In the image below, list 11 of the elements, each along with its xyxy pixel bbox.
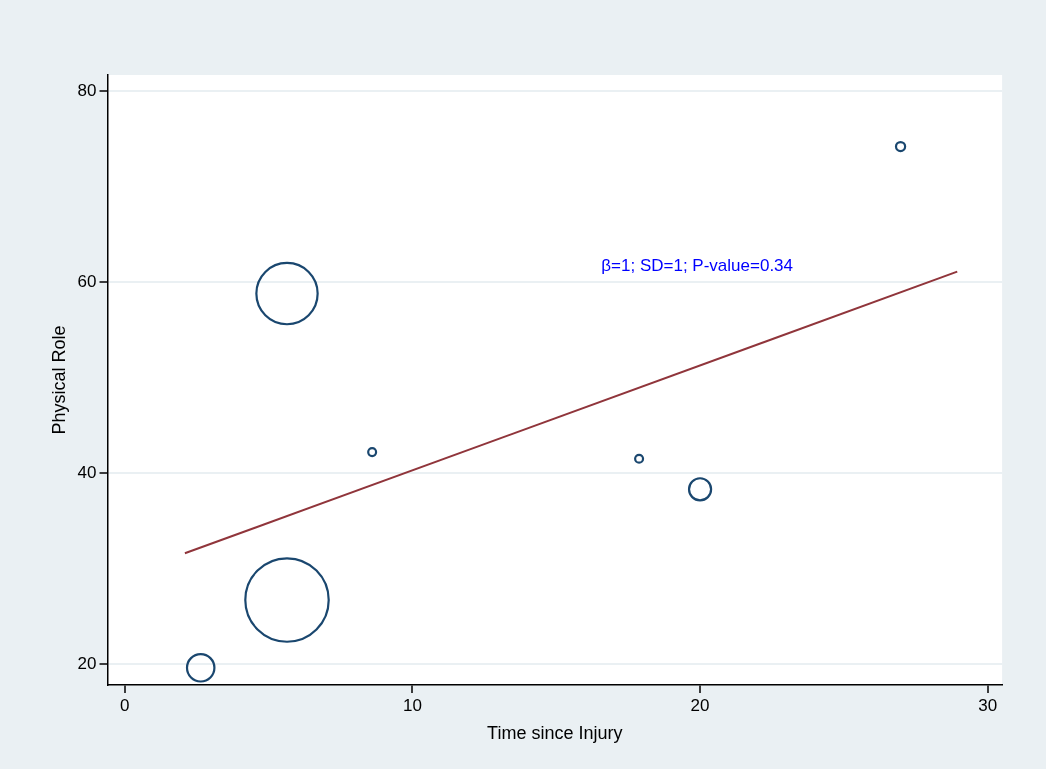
annotation: β=1; SD=1; P-value=0.34 (601, 255, 794, 275)
x-axis-title: Time since Injury (487, 723, 623, 744)
x-tick-label: 10 (402, 695, 422, 715)
y-tick-label: 20 (77, 653, 97, 673)
x-tick-label: 20 (690, 695, 710, 715)
y-tick-label: 80 (77, 80, 97, 100)
y-axis-title: Physical Role (48, 325, 69, 435)
x-tick-label: 0 (120, 695, 130, 715)
y-tick-label: 40 (77, 462, 97, 482)
x-tick-label: 30 (978, 695, 998, 715)
y-tick-label: 60 (77, 271, 97, 291)
